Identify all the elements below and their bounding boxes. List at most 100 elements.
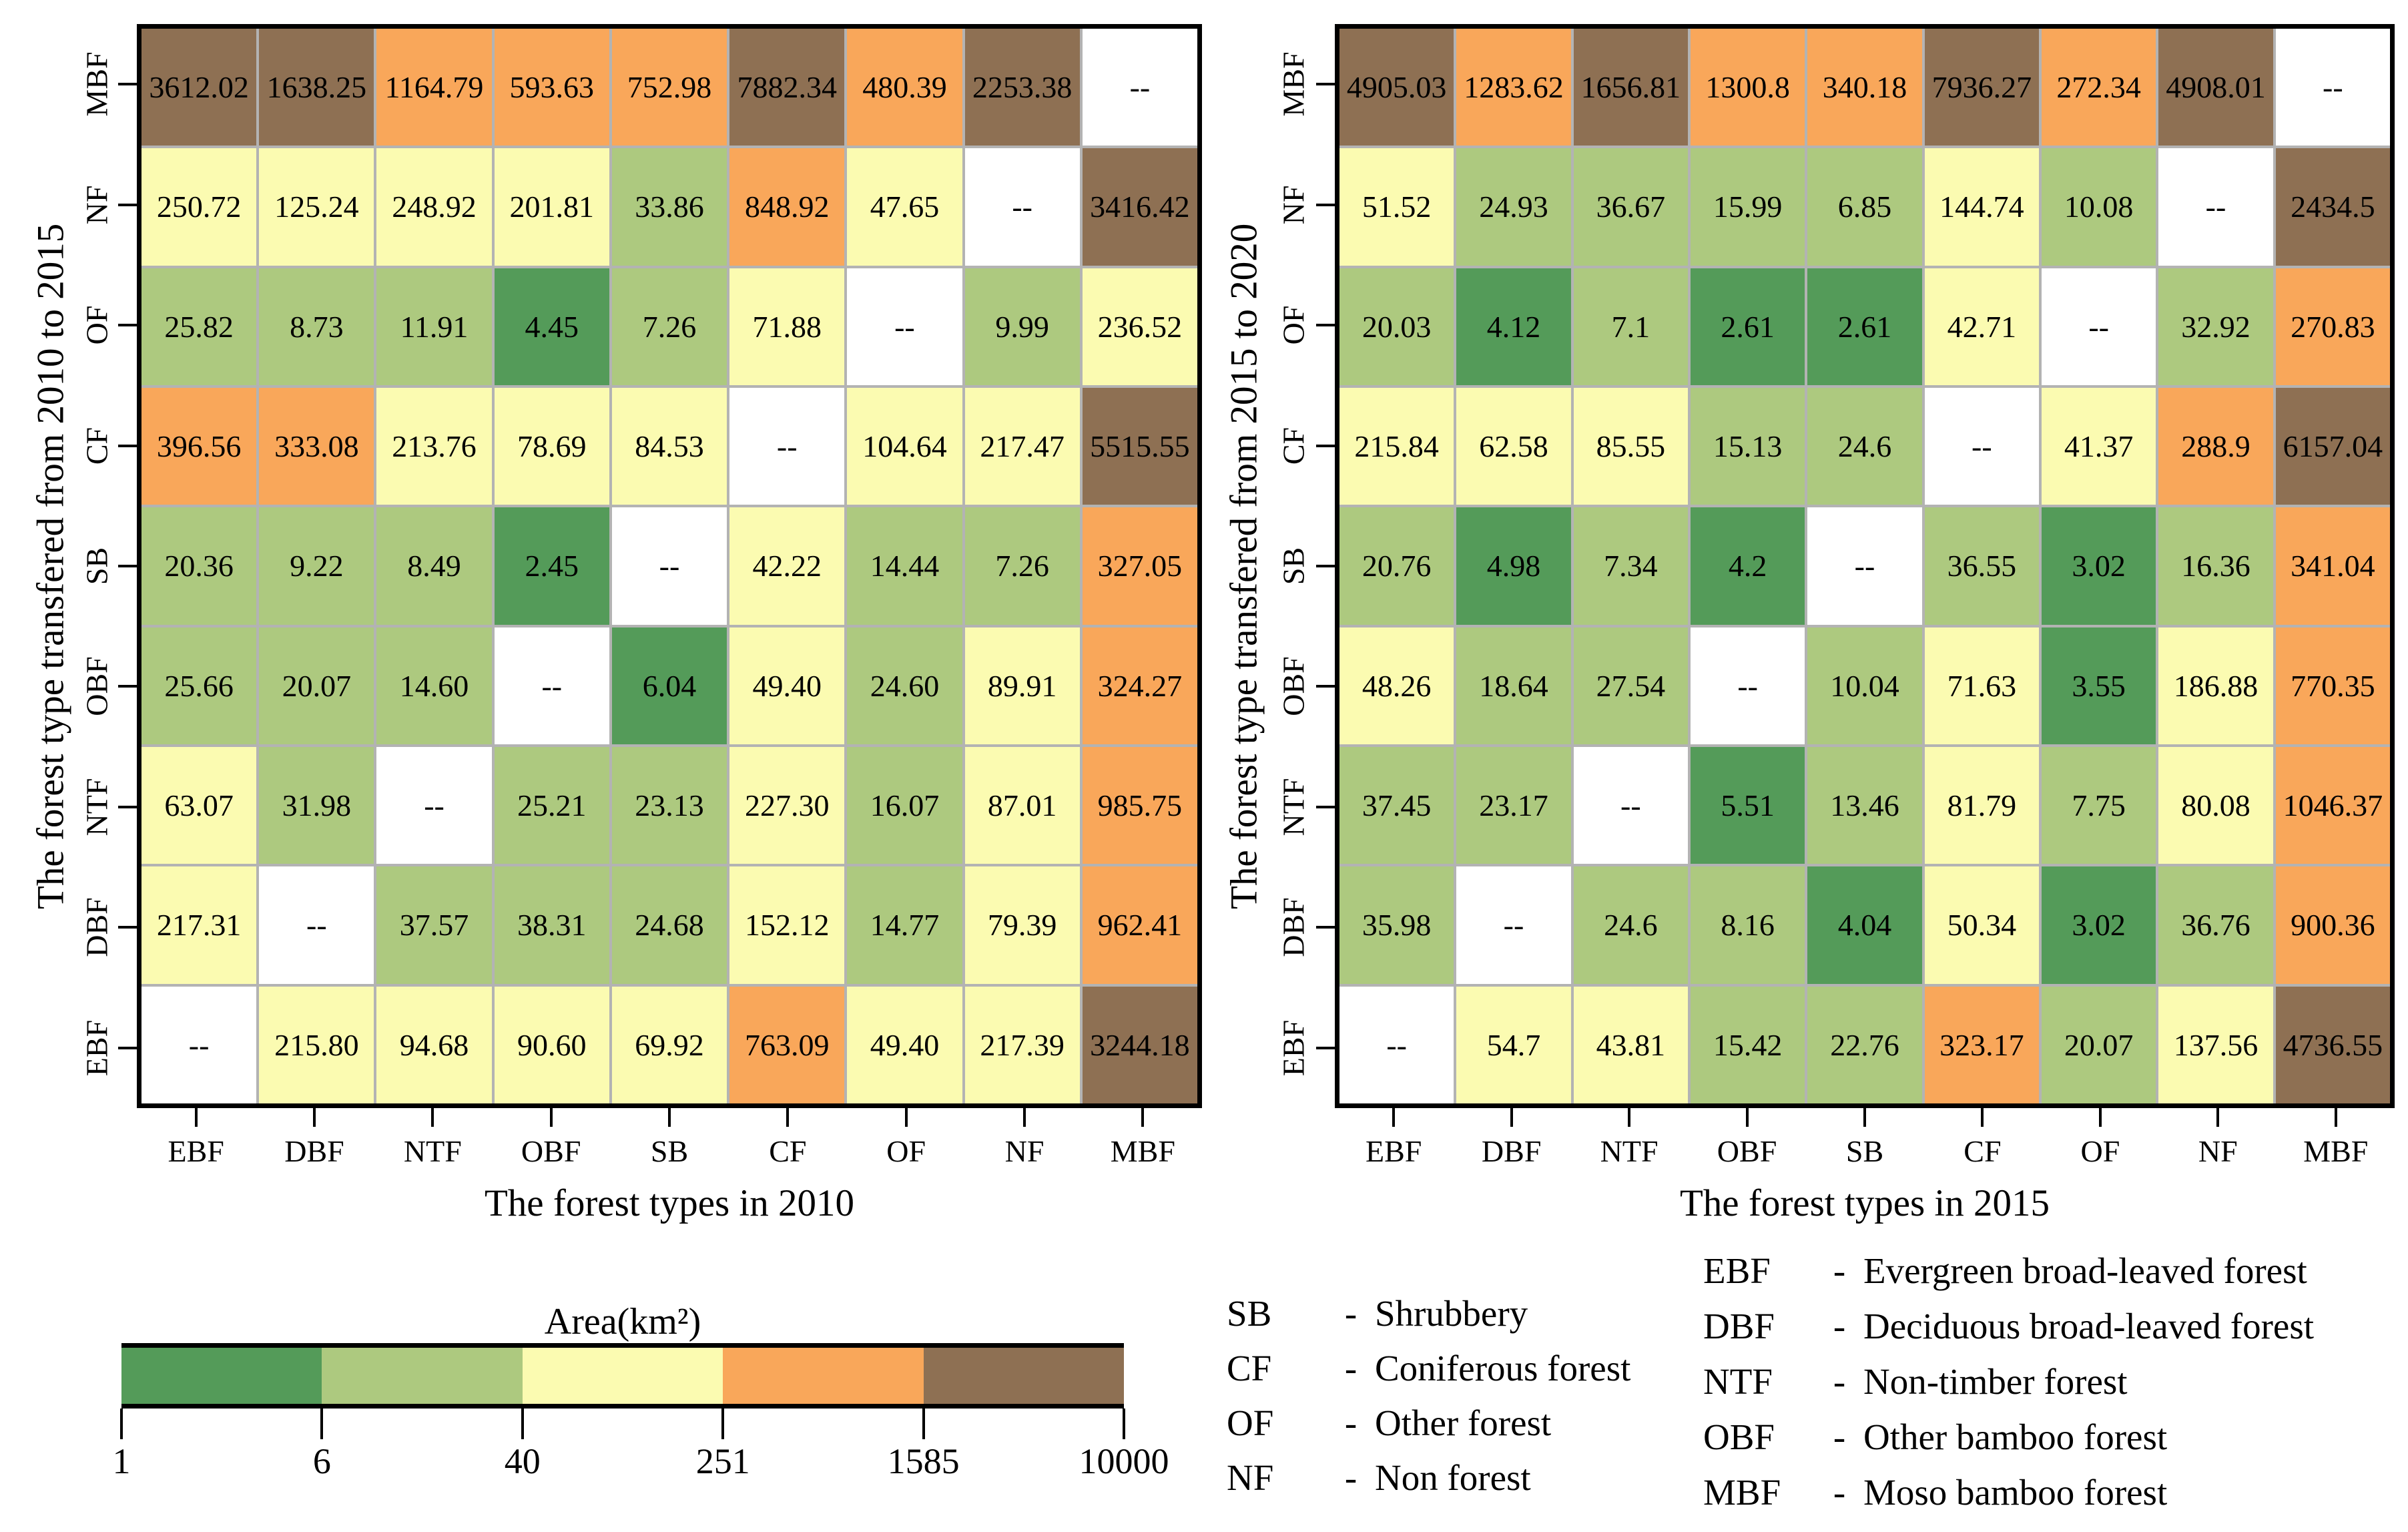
y-axis-tick-mark: [1316, 324, 1335, 327]
heatmap-cell: 36.55: [1924, 507, 2039, 625]
x-axis-tick-mark: [431, 1108, 434, 1127]
heatmap-cell: 15.13: [1690, 387, 1805, 505]
heatmap-cell: 42.71: [1924, 268, 2039, 385]
heatmap-cell: 3.02: [2041, 866, 2156, 984]
colorbar-tick-label: 10000: [1079, 1441, 1169, 1481]
x-axis-tick-label: NF: [1004, 1134, 1044, 1168]
y-axis-tick-mark: [118, 926, 137, 929]
x-axis-tick-mark: [2216, 1108, 2220, 1127]
legend-separator: -: [1344, 1457, 1358, 1498]
legend-item: SB - Shrubbery: [1227, 1286, 1630, 1340]
heatmap-cell: 327.05: [1082, 507, 1197, 625]
x-axis-tick-mark: [312, 1108, 316, 1127]
heatmap-cell: 10.08: [2041, 148, 2156, 266]
legend-column-1: SB - Shrubbery CF - Coniferous forest OF - Other…: [1227, 1286, 1630, 1505]
y-axis-tick-mark: [1316, 83, 1335, 86]
heatmap-cell: 770.35: [2275, 627, 2390, 744]
colorbar-tick-label: 6: [312, 1441, 331, 1481]
right-x-tick-marks: [1335, 1108, 2395, 1127]
heatmap-cell: 14.77: [847, 866, 962, 984]
heatmap-cell: 217.39: [964, 986, 1080, 1103]
y-axis-tick-label: EBF: [79, 1019, 114, 1076]
heatmap-cell: 85.55: [1573, 387, 1688, 505]
heatmap-cell: 1300.8: [1690, 29, 1805, 146]
y-axis-tick-mark: [118, 1046, 137, 1049]
heatmap-cell: 137.56: [2158, 986, 2273, 1103]
legend-item: NTF - Non-timber forest: [1703, 1354, 2314, 1409]
heatmap-cell: 2.61: [1690, 268, 1805, 385]
colorbar-tick-labels: 1 6 40 251 1585 10000: [113, 1441, 1169, 1487]
x-axis-tick-label: CF: [1964, 1134, 2002, 1168]
y-axis-tick-label: MBF: [79, 51, 114, 117]
x-axis-tick-label: DBF: [284, 1134, 344, 1168]
heatmap-cell: 125.24: [259, 148, 374, 266]
legend-term: Non-timber forest: [1863, 1361, 2128, 1402]
heatmap-cell: 14.60: [376, 627, 492, 744]
heatmap-cell: --: [1690, 627, 1805, 744]
heatmap-cell: 81.79: [1924, 746, 2039, 864]
heatmap-cell: 272.34: [2041, 29, 2156, 146]
heatmap-cell: 22.76: [1807, 986, 1922, 1103]
heatmap-cell: 20.07: [259, 627, 374, 744]
heatmap-cell: 24.6: [1573, 866, 1688, 984]
x-axis-tick-mark: [1023, 1108, 1026, 1127]
heatmap-cell: --: [1082, 29, 1197, 146]
heatmap-cell: 42.22: [729, 507, 845, 625]
legend-abbreviation: MBF: [1703, 1472, 1781, 1513]
heatmap-cell: 5.51: [1690, 746, 1805, 864]
heatmap-cell: 8.49: [376, 507, 492, 625]
heatmap-cell: 752.98: [611, 29, 727, 146]
heatmap-cell: 94.68: [376, 986, 492, 1103]
heatmap-cell: 4.2: [1690, 507, 1805, 625]
heatmap-cell: 227.30: [729, 746, 845, 864]
y-axis-tick-label: EBF: [1276, 1019, 1311, 1076]
legend-item: DBF - Deciduous broad-leaved forest: [1703, 1298, 2314, 1354]
legend-abbreviation: EBF: [1703, 1250, 1771, 1291]
heatmap-cell: 23.13: [611, 746, 727, 864]
legend-term: Moso bamboo forest: [1863, 1472, 2168, 1513]
heatmap-cell: 4908.01: [2158, 29, 2273, 146]
heatmap-cell: 51.52: [1339, 148, 1454, 266]
heatmap-cell: 848.92: [729, 148, 845, 266]
heatmap-cell: 2.45: [494, 507, 609, 625]
y-axis-tick-label: SB: [1276, 547, 1311, 585]
heatmap-cell: 71.88: [729, 268, 845, 385]
heatmap-cell: 5515.55: [1082, 387, 1197, 505]
y-axis-tick-mark: [1316, 805, 1335, 808]
heatmap-cell: 104.64: [847, 387, 962, 505]
heatmap-cell: 7.1: [1573, 268, 1688, 385]
y-axis-tick-label: SB: [79, 547, 114, 585]
legend-term: Coniferous forest: [1375, 1347, 1631, 1388]
heatmap-cell: 37.57: [376, 866, 492, 984]
colorbar-segment: [322, 1348, 523, 1404]
heatmap-cell: 20.07: [2041, 986, 2156, 1103]
colorbar-tick-mark: [1123, 1409, 1125, 1439]
heatmap-cell: 217.31: [141, 866, 257, 984]
heatmap-cell: 15.99: [1690, 148, 1805, 266]
heatmap-cell: 54.7: [1456, 986, 1571, 1103]
legend-abbreviation: NF: [1227, 1457, 1274, 1498]
heatmap-cell: --: [1807, 507, 1922, 625]
heatmap-cell: --: [2158, 148, 2273, 266]
heatmap-cell: 36.76: [2158, 866, 2273, 984]
heatmap-cell: 14.44: [847, 507, 962, 625]
legend-abbreviation: CF: [1227, 1347, 1272, 1388]
x-axis-tick-mark: [1863, 1108, 1866, 1127]
heatmap-cell: 79.39: [964, 866, 1080, 984]
heatmap-cell: 217.47: [964, 387, 1080, 505]
x-axis-tick-label: NF: [2198, 1134, 2238, 1168]
x-axis-tick-mark: [1981, 1108, 1984, 1127]
heatmap-cell: --: [259, 866, 374, 984]
heatmap-cell: --: [964, 148, 1080, 266]
x-axis-tick-mark: [668, 1108, 671, 1127]
legend-term: Deciduous broad-leaved forest: [1863, 1306, 2315, 1346]
heatmap-cell: 1656.81: [1573, 29, 1688, 146]
legend-term: Non forest: [1375, 1457, 1531, 1498]
y-axis-tick-label: MBF: [1276, 51, 1311, 117]
legend-abbreviation: OF: [1227, 1402, 1274, 1443]
x-axis-tick-mark: [194, 1108, 198, 1127]
heatmap-cell: --: [2041, 268, 2156, 385]
heatmap-cell: 33.86: [611, 148, 727, 266]
legend-item: OF - Other forest: [1227, 1395, 1630, 1450]
y-axis-tick-label: NTF: [1276, 778, 1311, 836]
